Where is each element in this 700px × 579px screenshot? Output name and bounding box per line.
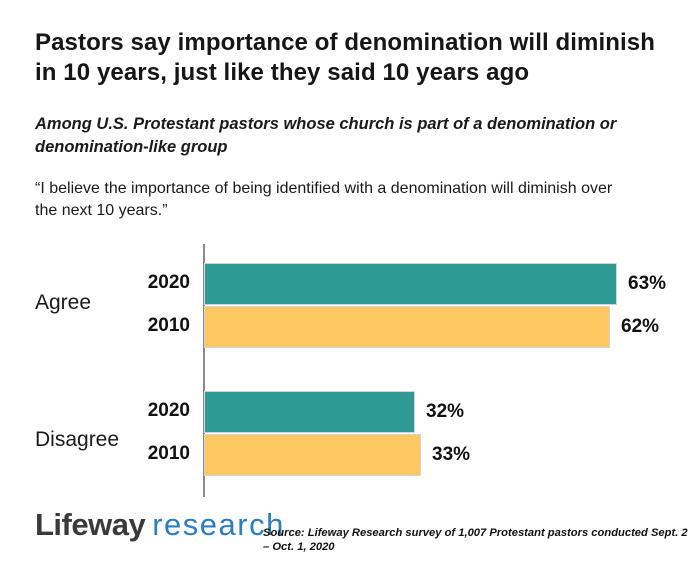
- category-label-disagree: Disagree: [35, 428, 120, 451]
- population-subtitle-line-1: Among U.S. Protestant pastors whose chur…: [35, 115, 617, 133]
- value-label-disagree-2010: 33%: [432, 444, 471, 465]
- value-label-disagree-2020: 32%: [426, 401, 465, 422]
- y-axis-line: [203, 244, 205, 497]
- population-subtitle: Among U.S. Protestant pastors whose chur…: [35, 113, 635, 159]
- bar-agree-2020: [204, 263, 617, 305]
- year-label-agree-2010: 2010: [147, 315, 190, 336]
- year-label-disagree-2010: 2010: [147, 443, 190, 464]
- bar-disagree-2020: [204, 391, 415, 433]
- source-attribution: Source: Lifeway Research survey of 1,007…: [263, 527, 688, 553]
- value-label-agree-2020: 63%: [628, 273, 667, 294]
- year-label-agree-2020: 2020: [147, 272, 190, 293]
- page-title: Pastors say importance of denomination w…: [35, 28, 675, 88]
- year-label-disagree-2020: 2020: [147, 400, 190, 421]
- lifeway-research-logo: Lifeway research: [35, 507, 285, 543]
- survey-question-quote-line-1: “I believe the importance of being ident…: [35, 180, 613, 197]
- population-subtitle-line-2: denomination-like group: [35, 138, 228, 156]
- bar-agree-2010: [204, 306, 610, 348]
- logo-wordmark-lifeway: Lifeway: [35, 507, 146, 542]
- survey-question-quote: “I believe the importance of being ident…: [35, 178, 683, 222]
- page-title-line-2: in 10 years, just like they said 10 year…: [35, 59, 530, 86]
- logo-wordmark-research: research: [152, 507, 285, 542]
- category-label-agree: Agree: [35, 291, 92, 314]
- bar-disagree-2010: [204, 434, 421, 476]
- page-title-line-1: Pastors say importance of denomination w…: [35, 29, 655, 56]
- survey-question-quote-line-2: the next 10 years.”: [35, 202, 168, 219]
- value-label-agree-2010: 62%: [621, 316, 660, 337]
- bar-chart: Agree 2020 63% 2010 62% Disagree 2020 32% 2010 33…: [0, 244, 700, 500]
